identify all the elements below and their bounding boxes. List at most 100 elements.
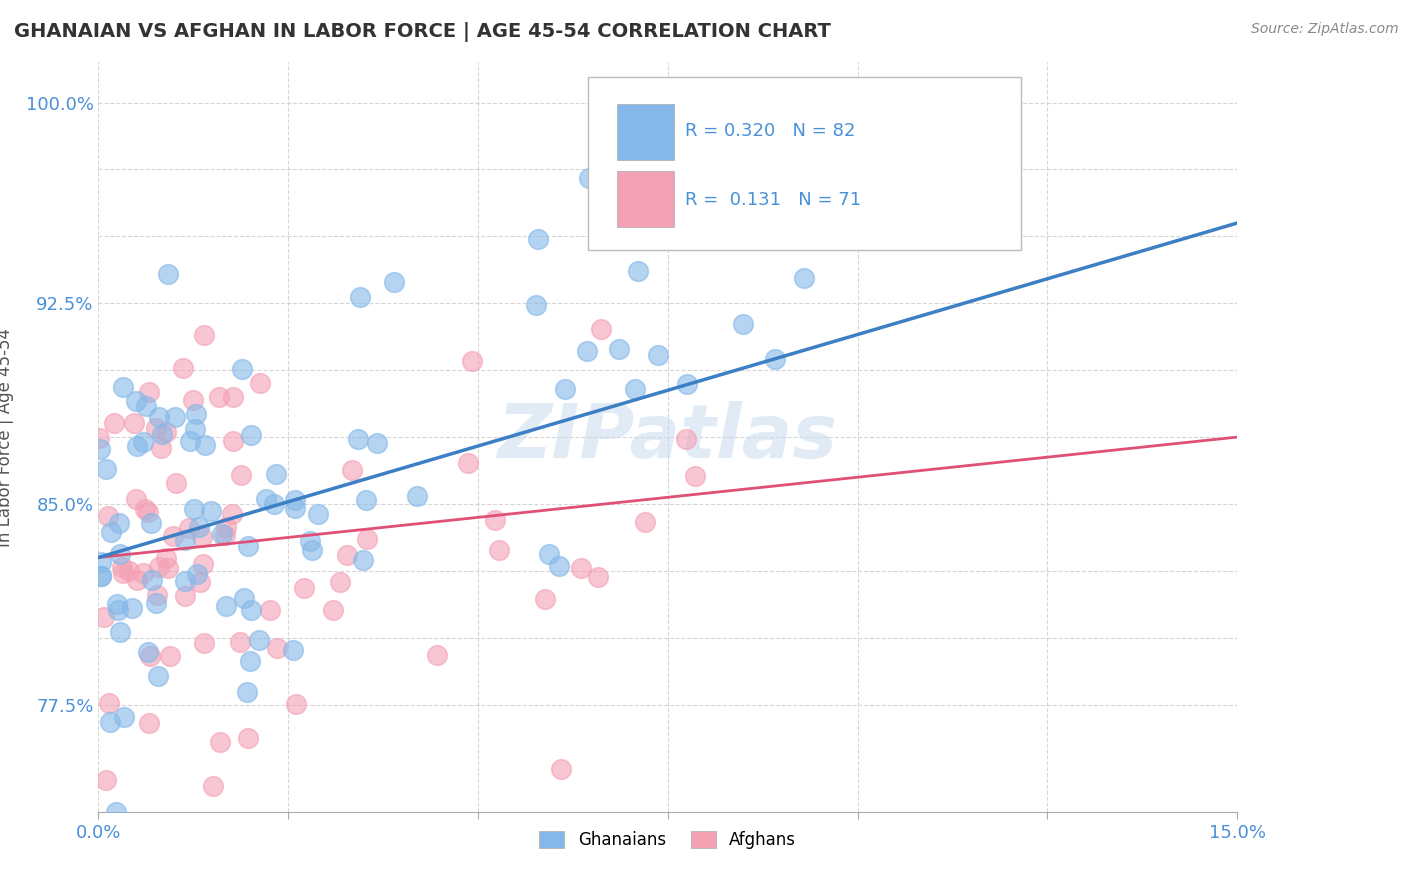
- Point: [675, 432, 697, 446]
- Point: [733, 187, 755, 202]
- Point: [263, 497, 285, 511]
- Point: [108, 547, 131, 561]
- Text: R =  0.131   N = 71: R = 0.131 N = 71: [685, 191, 860, 209]
- Point: [156, 560, 179, 574]
- Point: [229, 634, 252, 648]
- Point: [236, 731, 259, 745]
- Point: [685, 468, 707, 483]
- Point: [527, 232, 550, 246]
- Point: [136, 645, 159, 659]
- Point: [200, 504, 222, 518]
- Point: [538, 547, 561, 561]
- Point: [457, 456, 479, 470]
- Point: [307, 507, 329, 521]
- Point: [254, 492, 277, 507]
- Point: [97, 508, 120, 523]
- Point: [118, 564, 141, 578]
- Point: [141, 573, 163, 587]
- Point: [571, 560, 593, 574]
- Point: [194, 438, 217, 452]
- Text: GHANAIAN VS AFGHAN IN LABOR FORCE | AGE 45-54 CORRELATION CHART: GHANAIAN VS AFGHAN IN LABOR FORCE | AGE …: [14, 22, 831, 42]
- Point: [406, 489, 429, 503]
- Point: [266, 467, 288, 481]
- Point: [134, 501, 156, 516]
- Point: [284, 501, 307, 516]
- Point: [426, 648, 449, 662]
- Point: [281, 642, 304, 657]
- Point: [138, 384, 160, 399]
- Point: [174, 589, 197, 603]
- Point: [112, 566, 135, 580]
- Point: [488, 542, 510, 557]
- Point: [292, 581, 315, 595]
- Point: [111, 560, 134, 574]
- Point: [105, 597, 128, 611]
- Point: [239, 654, 262, 668]
- Point: [209, 735, 232, 749]
- Point: [188, 520, 211, 534]
- Point: [105, 805, 128, 819]
- Point: [231, 362, 253, 376]
- Point: [125, 573, 148, 587]
- Point: [211, 527, 233, 541]
- Point: [172, 360, 194, 375]
- Point: [159, 648, 181, 663]
- Point: [322, 603, 344, 617]
- Point: [284, 697, 307, 711]
- Point: [232, 591, 254, 605]
- Y-axis label: In Labor Force | Age 45-54: In Labor Force | Age 45-54: [0, 327, 14, 547]
- Point: [186, 407, 208, 421]
- Point: [240, 427, 263, 442]
- Point: [301, 543, 323, 558]
- Point: [125, 491, 148, 506]
- Point: [733, 317, 755, 331]
- Point: [239, 603, 262, 617]
- Point: [222, 434, 245, 448]
- Point: [201, 779, 224, 793]
- Point: [107, 516, 129, 531]
- Point: [382, 276, 405, 290]
- Point: [624, 382, 647, 396]
- Point: [103, 416, 125, 430]
- Point: [112, 710, 135, 724]
- Point: [165, 475, 187, 490]
- Point: [266, 641, 288, 656]
- Point: [132, 566, 155, 580]
- Bar: [617, 103, 673, 160]
- Point: [222, 390, 245, 404]
- Point: [122, 416, 145, 430]
- Bar: [617, 171, 673, 227]
- Point: [191, 557, 214, 571]
- Point: [284, 492, 307, 507]
- Point: [347, 432, 370, 446]
- Point: [352, 553, 374, 567]
- Point: [188, 574, 211, 589]
- Point: [238, 539, 260, 553]
- Point: [215, 599, 238, 614]
- Point: [100, 715, 122, 730]
- Point: [139, 648, 162, 663]
- Point: [634, 515, 657, 529]
- Point: [150, 427, 173, 442]
- Point: [90, 569, 112, 583]
- Point: [135, 399, 157, 413]
- Point: [591, 322, 613, 336]
- Point: [193, 636, 215, 650]
- Point: [588, 570, 610, 584]
- Point: [607, 342, 630, 356]
- Point: [94, 772, 117, 787]
- Point: [554, 382, 576, 396]
- Point: [174, 574, 197, 589]
- Point: [97, 697, 120, 711]
- Point: [125, 440, 148, 454]
- Point: [183, 502, 205, 516]
- Point: [329, 574, 352, 589]
- Point: [139, 516, 162, 530]
- Point: [647, 348, 669, 362]
- Point: [524, 298, 547, 312]
- Point: [155, 551, 177, 566]
- Point: [150, 442, 173, 456]
- Point: [107, 603, 129, 617]
- Point: [193, 327, 215, 342]
- Point: [181, 392, 204, 407]
